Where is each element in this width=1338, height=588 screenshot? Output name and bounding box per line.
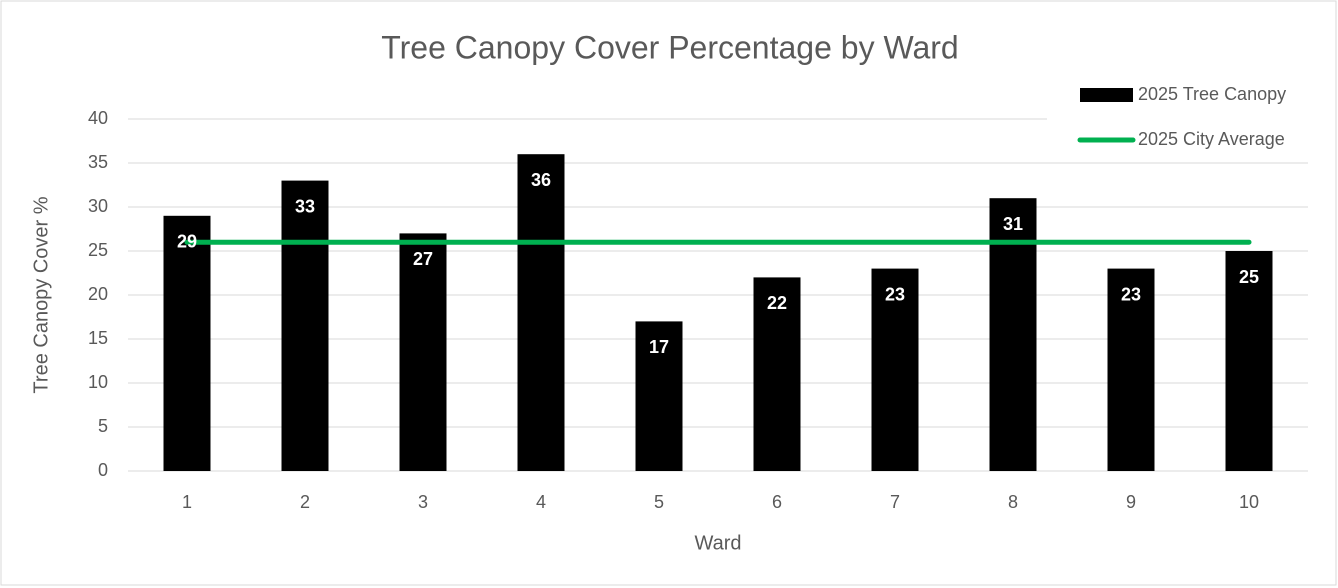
y-tick-label: 15 xyxy=(88,328,108,348)
y-tick-label: 25 xyxy=(88,240,108,260)
x-tick-label: 10 xyxy=(1239,492,1259,512)
y-tick-label: 30 xyxy=(88,196,108,216)
y-tick-label: 35 xyxy=(88,152,108,172)
bar xyxy=(753,277,801,471)
x-tick-label: 5 xyxy=(654,492,664,512)
y-tick-label: 10 xyxy=(88,372,108,392)
x-tick-label: 3 xyxy=(418,492,428,512)
y-tick-label: 40 xyxy=(88,108,108,128)
data-label: 23 xyxy=(1121,284,1141,304)
legend-swatch xyxy=(1080,88,1133,102)
x-tick-label: 7 xyxy=(890,492,900,512)
data-label: 31 xyxy=(1003,214,1023,234)
data-label: 29 xyxy=(177,232,197,252)
x-tick-label: 6 xyxy=(772,492,782,512)
bar xyxy=(399,233,447,471)
bar xyxy=(989,198,1037,471)
y-tick-label: 0 xyxy=(98,460,108,480)
x-axis-label: Ward xyxy=(694,532,741,554)
bar xyxy=(163,215,211,471)
x-tick-label: 1 xyxy=(182,492,192,512)
data-label: 25 xyxy=(1239,267,1259,287)
data-label: 22 xyxy=(767,293,787,313)
bar xyxy=(281,180,329,471)
y-axis-label: Tree Canopy Cover % xyxy=(30,196,52,393)
data-label: 17 xyxy=(649,337,669,357)
data-label: 36 xyxy=(531,170,551,190)
bar xyxy=(635,321,683,471)
x-tick-label: 9 xyxy=(1126,492,1136,512)
bar xyxy=(1107,268,1155,471)
y-tick-label: 5 xyxy=(98,416,108,436)
data-label: 33 xyxy=(295,196,315,216)
x-tick-label: 2 xyxy=(300,492,310,512)
bar xyxy=(517,154,565,471)
chart-title: Tree Canopy Cover Percentage by Ward xyxy=(381,29,958,65)
bar xyxy=(871,268,919,471)
legend-label: 2025 City Average xyxy=(1138,129,1285,149)
legend-label: 2025 Tree Canopy xyxy=(1138,84,1286,104)
y-tick-label: 20 xyxy=(88,284,108,304)
bar xyxy=(1225,251,1273,471)
x-tick-label: 4 xyxy=(536,492,546,512)
data-label: 27 xyxy=(413,249,433,269)
x-tick-label: 8 xyxy=(1008,492,1018,512)
data-label: 23 xyxy=(885,284,905,304)
